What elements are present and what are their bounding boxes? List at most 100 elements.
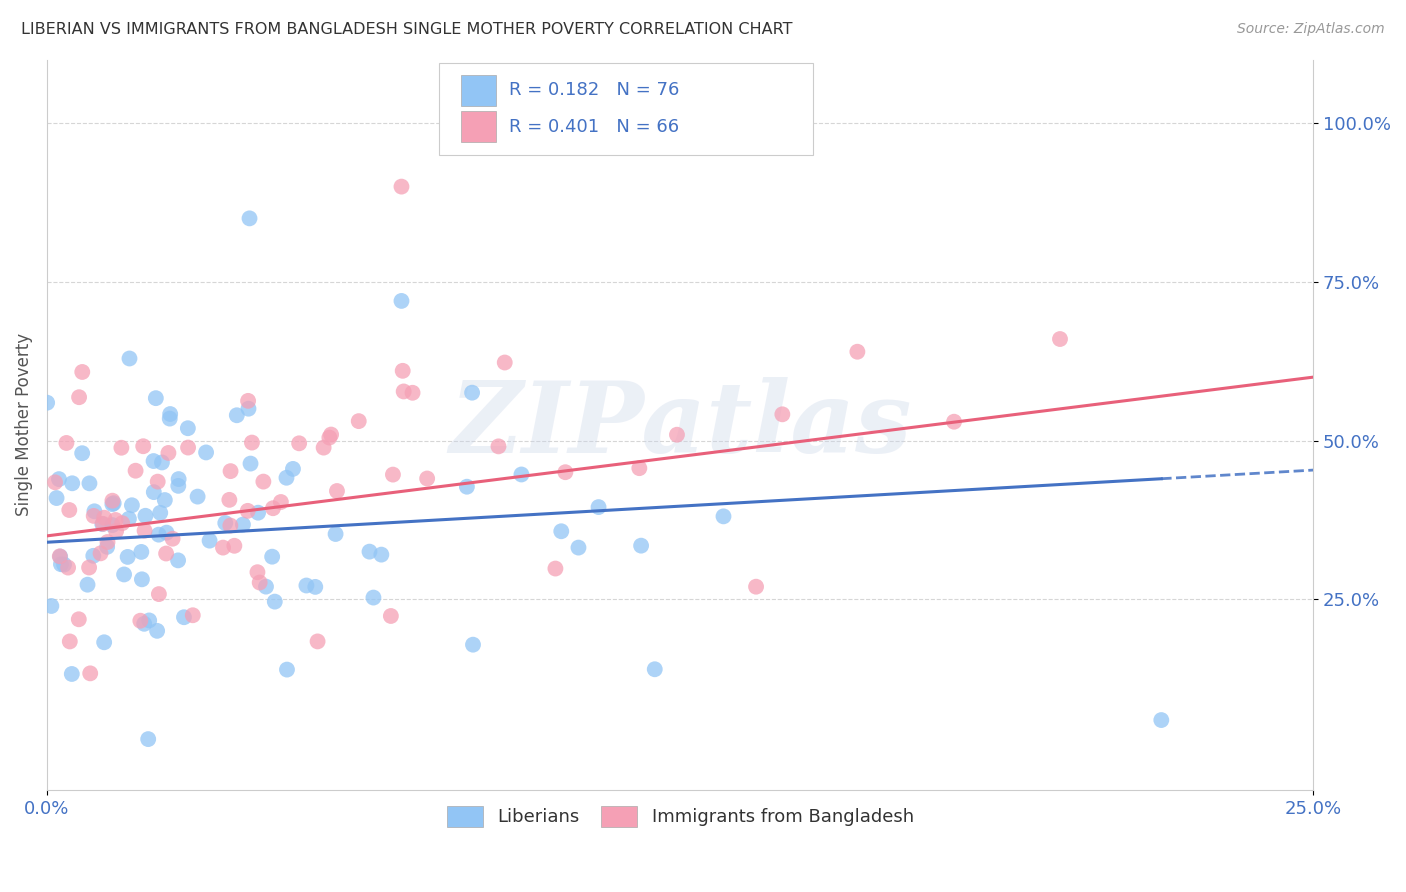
Point bbox=[58, 503, 80, 517]
Bar bbox=[461, 75, 496, 105]
Point bbox=[146, 475, 169, 489]
Point bbox=[391, 364, 413, 378]
Point bbox=[56, 560, 79, 574]
Text: ZIPatlas: ZIPatlas bbox=[449, 376, 911, 473]
Point bbox=[142, 485, 165, 500]
Point bbox=[44, 475, 66, 490]
Point bbox=[461, 638, 484, 652]
Point bbox=[307, 634, 329, 648]
Point bbox=[281, 462, 304, 476]
Point bbox=[76, 577, 98, 591]
Point bbox=[145, 391, 167, 405]
Point bbox=[49, 549, 72, 564]
Point bbox=[134, 616, 156, 631]
Point bbox=[129, 614, 152, 628]
Point bbox=[456, 480, 478, 494]
Point bbox=[461, 385, 484, 400]
Text: R = 0.401   N = 66: R = 0.401 N = 66 bbox=[509, 118, 679, 136]
Point bbox=[167, 479, 190, 493]
FancyBboxPatch shape bbox=[440, 63, 813, 154]
Y-axis label: Single Mother Poverty: Single Mother Poverty bbox=[15, 334, 32, 516]
Point bbox=[142, 454, 165, 468]
Point bbox=[67, 612, 90, 626]
Point bbox=[195, 445, 218, 459]
Point bbox=[401, 385, 423, 400]
Point bbox=[132, 439, 155, 453]
Point bbox=[105, 524, 128, 538]
Point bbox=[93, 510, 115, 524]
Point bbox=[550, 524, 572, 539]
Point bbox=[240, 435, 263, 450]
Point bbox=[288, 436, 311, 450]
Point bbox=[177, 421, 200, 435]
Point bbox=[326, 483, 349, 498]
Point bbox=[381, 467, 404, 482]
Point bbox=[319, 427, 342, 442]
Point bbox=[249, 575, 271, 590]
Text: Source: ZipAtlas.com: Source: ZipAtlas.com bbox=[1237, 22, 1385, 37]
Point bbox=[238, 401, 260, 416]
Point bbox=[59, 634, 82, 648]
Bar bbox=[461, 112, 496, 142]
Point bbox=[380, 609, 402, 624]
Point bbox=[131, 572, 153, 586]
Point bbox=[148, 587, 170, 601]
Point bbox=[252, 475, 274, 489]
Point bbox=[628, 461, 651, 475]
Point bbox=[359, 544, 381, 558]
Point bbox=[72, 365, 94, 379]
Point bbox=[218, 492, 240, 507]
Point bbox=[588, 500, 610, 514]
Point bbox=[363, 591, 385, 605]
Point bbox=[325, 527, 347, 541]
Point bbox=[263, 594, 285, 608]
Point bbox=[173, 610, 195, 624]
Point bbox=[745, 580, 768, 594]
Point bbox=[416, 471, 439, 485]
Point bbox=[70, 446, 93, 460]
Point bbox=[103, 496, 125, 510]
Point bbox=[262, 549, 284, 564]
Point bbox=[131, 545, 153, 559]
Point bbox=[37, 395, 59, 409]
Point bbox=[198, 533, 221, 548]
Point bbox=[53, 558, 76, 572]
Point bbox=[304, 580, 326, 594]
Point bbox=[236, 393, 259, 408]
Point bbox=[91, 516, 114, 531]
Point bbox=[117, 549, 139, 564]
Point bbox=[219, 518, 242, 533]
Point bbox=[134, 524, 156, 538]
Point bbox=[146, 624, 169, 638]
Point bbox=[276, 471, 298, 485]
Point bbox=[149, 506, 172, 520]
Point bbox=[91, 517, 114, 532]
Point bbox=[167, 472, 190, 486]
Point bbox=[370, 548, 392, 562]
Point bbox=[488, 439, 510, 453]
Point bbox=[181, 608, 204, 623]
Text: R = 0.182   N = 76: R = 0.182 N = 76 bbox=[509, 81, 679, 99]
Point bbox=[846, 344, 869, 359]
Point bbox=[943, 415, 966, 429]
Point bbox=[148, 527, 170, 541]
Point bbox=[101, 493, 124, 508]
Point bbox=[67, 390, 90, 404]
Point bbox=[55, 436, 77, 450]
Point bbox=[236, 504, 259, 518]
Point bbox=[162, 532, 184, 546]
Point bbox=[124, 464, 146, 478]
Point bbox=[49, 558, 72, 572]
Point bbox=[45, 491, 67, 505]
Point bbox=[212, 541, 235, 555]
Point bbox=[101, 518, 124, 533]
Point bbox=[134, 508, 156, 523]
Point bbox=[96, 540, 118, 554]
Point bbox=[270, 495, 292, 509]
Point bbox=[60, 667, 83, 681]
Point bbox=[110, 441, 132, 455]
Point bbox=[239, 457, 262, 471]
Point bbox=[41, 599, 63, 613]
Point bbox=[318, 431, 340, 445]
Point bbox=[79, 666, 101, 681]
